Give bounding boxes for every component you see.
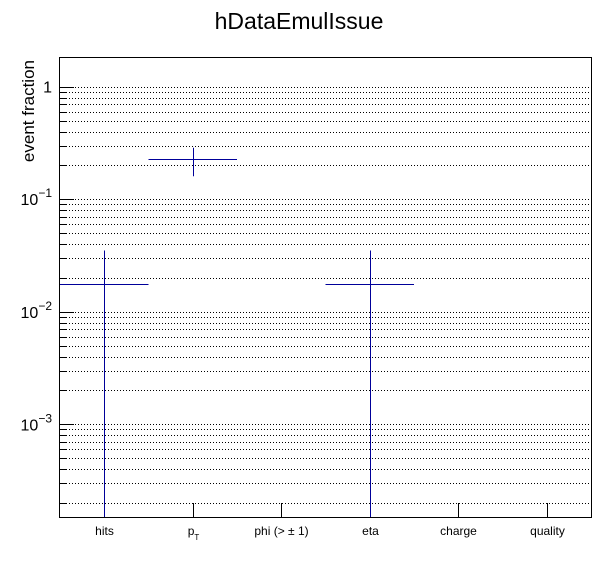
ticks-layer xyxy=(60,87,548,517)
x-tick-label: phi (> ± 1) xyxy=(254,524,308,538)
x-tick-label: charge xyxy=(440,524,477,538)
x-tick-labels: hits pT phi (> ± 1) eta charge quality xyxy=(95,524,565,542)
y-tick-label: 1 xyxy=(43,80,52,97)
y-tick-label: 10−2 xyxy=(21,299,53,322)
x-tick-label: quality xyxy=(530,524,565,538)
chart-title: hDataEmulIssue xyxy=(215,8,384,34)
x-tick-label: eta xyxy=(362,524,379,538)
y-tick-labels: 1 10−1 10−2 10−3 xyxy=(21,80,53,435)
y-tick-label: 10−3 xyxy=(21,411,53,434)
y-tick-label: 10−1 xyxy=(21,186,53,209)
x-tick-label: hits xyxy=(95,524,114,538)
y-axis-label: event fraction xyxy=(19,60,38,162)
plot-frame xyxy=(59,57,592,518)
marks-layer xyxy=(60,147,414,517)
x-tick-label: pT xyxy=(188,524,200,542)
